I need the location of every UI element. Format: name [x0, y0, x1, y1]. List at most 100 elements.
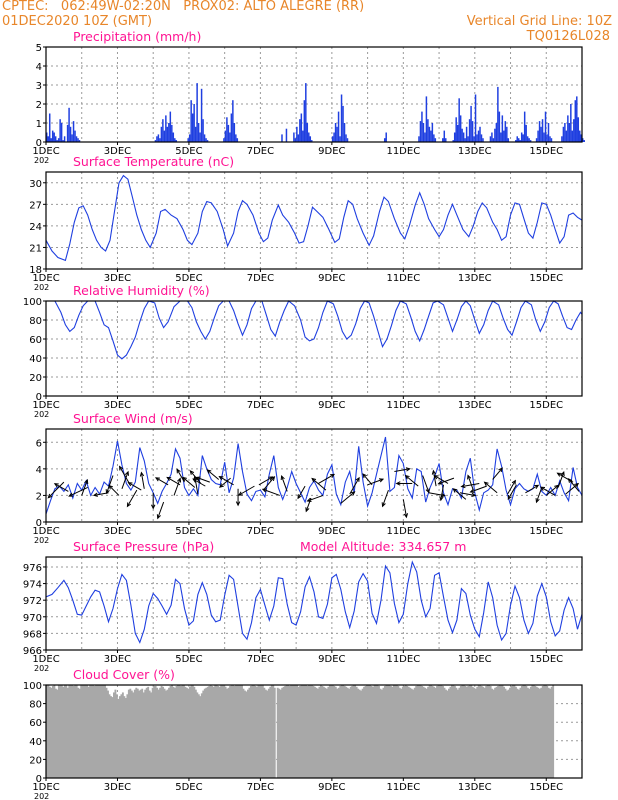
precip-bar: [203, 134, 206, 142]
cloud-bar: [504, 688, 507, 778]
cloud-bar: [257, 685, 260, 778]
wind-arrow: [140, 472, 145, 489]
cloud-bar: [86, 685, 89, 778]
x-tick-label: 13DEC: [458, 400, 492, 411]
precip-bar: [459, 115, 462, 142]
cloud-bar: [456, 689, 459, 778]
cloud-bar: [47, 685, 50, 778]
cloud-bar: [401, 686, 404, 778]
cloud-bar: [254, 685, 257, 778]
cloud-bar: [285, 685, 288, 778]
precip-bar: [467, 136, 469, 142]
cloud-bar: [244, 690, 246, 778]
x-tick-label: 9DEC: [318, 782, 345, 793]
precip-bar: [303, 100, 306, 142]
x-tick-sublabel: 202: [34, 792, 49, 800]
cloud-bar: [77, 687, 80, 778]
precip-bar: [74, 130, 76, 142]
wind-arrow: [349, 477, 360, 495]
wind-arrow: [461, 482, 480, 488]
panel-title: Relative Humidity (%): [73, 283, 210, 298]
wind-arrow-head: [452, 488, 458, 493]
cloud-bar: [385, 685, 388, 778]
y-tick-label: 968: [23, 629, 42, 640]
wind-arrow-head: [534, 484, 540, 489]
cloud-bar: [552, 685, 555, 778]
x-tick-label: 1DEC: [32, 400, 59, 411]
panel-title: Surface Wind (m/s): [73, 411, 193, 426]
wind-arrow-head: [574, 482, 580, 488]
cloud-bar: [322, 686, 325, 778]
cloud-bar: [162, 686, 165, 778]
wind-arrow-head: [176, 468, 181, 474]
cloud-bar: [522, 685, 525, 778]
y-tick-label: 0: [36, 774, 42, 785]
precip-bar: [464, 138, 466, 142]
precip-bar: [425, 96, 428, 142]
precip-bar: [68, 107, 70, 142]
precip-bar: [515, 140, 517, 142]
wind-arrow: [106, 475, 114, 494]
wind-line: [45, 436, 583, 515]
x-tick-label: 13DEC: [458, 273, 492, 284]
cloud-bar: [235, 685, 237, 778]
y-tick-label: 100: [23, 297, 42, 308]
cloud-bar: [218, 686, 221, 778]
cloud-bar: [267, 688, 270, 778]
cloud-bar: [476, 686, 479, 778]
cloud-bar: [281, 687, 284, 778]
cloud-bar: [482, 686, 485, 778]
cloud-bar: [461, 685, 464, 778]
cloud-bar: [455, 687, 458, 778]
cloud-bar: [266, 690, 269, 778]
precip-bar: [452, 140, 454, 142]
cloud-bar: [462, 685, 465, 778]
precip-bar: [433, 134, 435, 142]
precip-bar: [71, 134, 73, 142]
cloud-bar: [117, 698, 120, 778]
cloud-bar: [248, 687, 251, 778]
cloud-bar: [516, 688, 519, 778]
cloud-bar: [348, 688, 351, 778]
x-tick-label: 9DEC: [318, 146, 345, 157]
cloud-bar: [379, 688, 382, 778]
cloud-bar: [547, 687, 550, 778]
wind-arrow: [535, 487, 543, 503]
cloud-bar: [450, 685, 453, 778]
cloud-bar: [264, 689, 267, 778]
y-tick-label: 974: [23, 580, 42, 591]
wind-arrow: [484, 481, 498, 494]
cloud-bar: [110, 696, 112, 778]
wind-arrow: [545, 485, 559, 496]
cloud-bar: [509, 687, 511, 778]
y-tick-label: 80: [29, 316, 42, 327]
precip-bar: [506, 126, 508, 142]
wind-arrow-head: [156, 514, 161, 520]
precip-bar: [154, 140, 157, 142]
wind-arrow-head: [355, 476, 360, 482]
header-grid-note: Vertical Grid Line: 10Z: [466, 14, 612, 29]
cloud-bar: [60, 685, 63, 778]
cloud-bar: [90, 685, 93, 778]
precip-bar: [334, 123, 337, 142]
cloud-bar: [302, 685, 304, 778]
cloud-bar: [68, 685, 71, 778]
cloud-bar: [217, 685, 220, 778]
cloud-bar: [497, 685, 500, 778]
wind-arrow: [402, 499, 407, 518]
cloud-bar: [241, 685, 243, 778]
cloud-bar: [84, 685, 87, 778]
x-tick-label: 1DEC: [32, 146, 59, 157]
cloud-bar: [319, 685, 322, 778]
precip-bar: [462, 132, 465, 142]
x-tick-label: 11DEC: [386, 273, 420, 284]
cloud-bar: [229, 685, 232, 778]
cloud-bar: [121, 692, 124, 778]
x-tick-label: 15DEC: [529, 273, 563, 284]
precip-bar: [567, 115, 569, 142]
cloud-bar: [339, 685, 342, 778]
cloud-bar: [182, 685, 185, 778]
cloud-bar: [166, 689, 169, 778]
cloud-bar: [422, 686, 425, 778]
x-tick-label: 5DEC: [175, 400, 202, 411]
